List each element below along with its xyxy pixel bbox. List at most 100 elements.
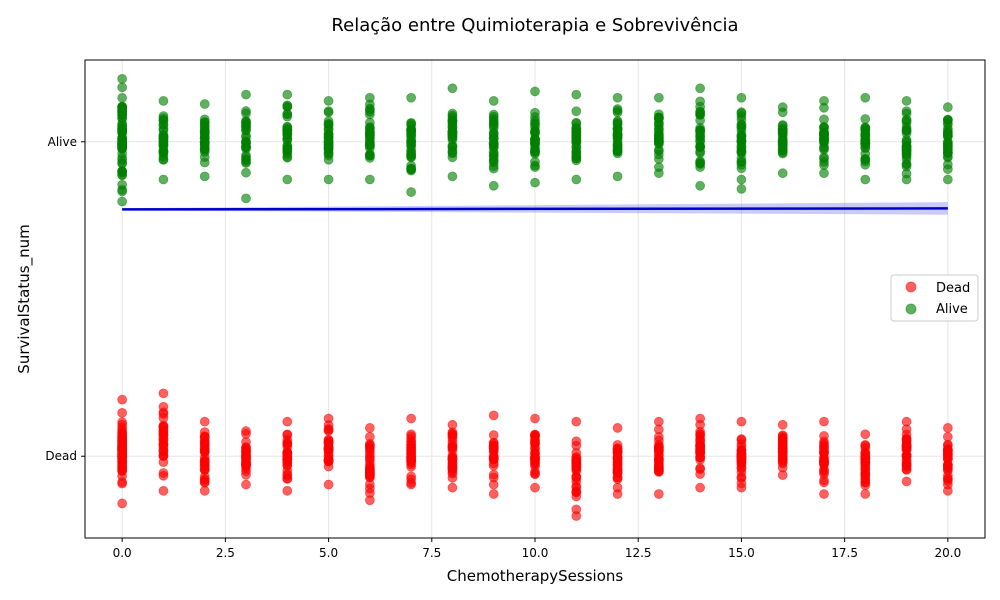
data-point-dead-15-24 [736, 472, 747, 482]
point-column-dead-4 [282, 416, 293, 496]
data-point-dead-15-1 [736, 416, 747, 427]
data-point-alive-15-8 [736, 174, 747, 185]
data-point-alive-8-1 [447, 83, 458, 94]
data-point-alive-16-31 [777, 107, 788, 118]
data-point-alive-2-28 [199, 147, 210, 157]
data-point-alive-4-28 [282, 152, 293, 162]
data-point-dead-4-25 [282, 430, 293, 440]
point-column-dead-16 [777, 419, 788, 481]
x-tick-label-2: 5.0 [319, 546, 338, 560]
data-point-alive-19-31 [901, 168, 912, 179]
data-point-dead-16-31 [777, 447, 788, 458]
data-point-alive-8-29 [447, 134, 458, 145]
data-point-alive-10-0 [530, 177, 540, 188]
data-point-alive-3-22 [241, 116, 251, 127]
data-point-alive-1-1 [158, 95, 169, 106]
data-point-dead-2-27 [199, 444, 210, 455]
data-point-alive-10-31 [530, 107, 540, 118]
data-point-alive-9-0 [488, 180, 499, 191]
data-point-dead-0-0 [117, 498, 128, 509]
data-point-alive-7-31 [406, 163, 417, 174]
data-point-dead-1-30 [158, 450, 169, 460]
data-point-dead-16-30 [777, 433, 788, 444]
x-tick-label-4: 10.0 [522, 546, 549, 560]
data-point-dead-3-31 [241, 452, 251, 463]
data-point-alive-5-26 [323, 107, 334, 118]
data-point-dead-1-1 [158, 388, 169, 399]
data-point-alive-14-0 [695, 180, 706, 191]
data-point-alive-9-29 [488, 148, 499, 159]
data-point-alive-18-29 [860, 129, 871, 140]
point-column-dead-8 [447, 419, 458, 493]
data-point-dead-4-27 [282, 438, 293, 449]
y-axis-ticks: Dead Alive [45, 135, 85, 463]
x-tick-label-6: 15.0 [728, 546, 755, 560]
point-column-alive-3 [241, 89, 251, 204]
data-point-dead-11-1 [571, 416, 582, 427]
data-point-dead-3-18 [241, 428, 251, 439]
data-point-alive-12-29 [612, 107, 623, 118]
data-point-alive-20-0 [942, 174, 953, 185]
point-column-alive-14 [695, 83, 706, 191]
data-point-dead-1-0 [158, 485, 169, 496]
data-point-alive-3-30 [241, 125, 251, 135]
data-point-alive-15-31 [736, 107, 747, 118]
data-point-dead-9-28 [488, 441, 499, 452]
data-point-alive-2-31 [199, 119, 210, 130]
data-point-dead-6-1 [364, 423, 375, 433]
data-point-dead-4-1 [282, 416, 293, 427]
legend-marker-dead [905, 281, 917, 293]
data-point-dead-9-30 [488, 452, 499, 463]
point-column-alive-16 [777, 102, 788, 179]
data-point-alive-0-71 [117, 138, 128, 149]
data-point-alive-0-69 [117, 126, 128, 137]
data-point-dead-12-31 [612, 447, 623, 458]
data-point-alive-11-6 [571, 106, 582, 117]
data-point-alive-9-28 [488, 130, 499, 140]
data-point-alive-20-26 [942, 119, 953, 130]
data-point-dead-6-31 [364, 469, 375, 480]
data-point-alive-4-0 [282, 174, 293, 185]
data-point-dead-18-1 [860, 429, 871, 440]
point-column-alive-2 [199, 99, 210, 182]
data-point-alive-0-58 [117, 166, 128, 177]
data-point-alive-1-30 [158, 119, 169, 130]
data-point-dead-19-31 [901, 458, 912, 469]
data-point-dead-7-30 [406, 452, 417, 463]
x-tick-label-0: 0.0 [113, 546, 132, 560]
data-point-alive-20-30 [942, 159, 953, 170]
data-point-alive-2-30 [199, 137, 210, 148]
x-tick-label-7: 17.5 [831, 546, 858, 560]
data-point-dead-9-0 [488, 489, 499, 499]
data-point-dead-2-28 [199, 477, 210, 488]
data-point-dead-8-31 [447, 453, 458, 464]
legend-marker-alive [905, 303, 917, 315]
data-point-alive-17-30 [819, 132, 829, 143]
data-point-dead-20-31 [942, 465, 953, 476]
data-point-alive-10-30 [530, 118, 540, 128]
point-column-dead-11 [571, 416, 582, 521]
data-point-dead-17-31 [819, 465, 829, 476]
data-point-dead-1-31 [158, 427, 169, 437]
data-point-alive-18-31 [860, 138, 871, 149]
data-point-alive-13-20 [653, 162, 664, 173]
data-point-dead-2-17 [199, 427, 210, 438]
point-column-dead-7 [406, 413, 417, 490]
data-point-dead-19-30 [901, 440, 912, 450]
data-point-dead-18-30 [860, 447, 871, 458]
data-point-alive-14-1 [695, 83, 706, 94]
data-point-dead-17-25 [819, 475, 829, 486]
data-point-alive-3-1 [241, 89, 251, 100]
data-point-dead-0-1 [117, 394, 128, 405]
regression-line-group [122, 207, 948, 211]
point-column-dead-0 [117, 394, 128, 509]
data-point-alive-6-30 [364, 127, 375, 138]
data-point-dead-5-28 [323, 424, 334, 435]
data-point-dead-18-29 [860, 457, 871, 468]
data-point-alive-10-1 [530, 86, 540, 97]
data-point-dead-7-31 [406, 461, 417, 472]
data-point-dead-4-31 [282, 448, 293, 458]
data-point-alive-14-31 [695, 130, 706, 140]
data-point-dead-4-0 [282, 485, 293, 496]
data-point-dead-4-28 [282, 473, 293, 484]
